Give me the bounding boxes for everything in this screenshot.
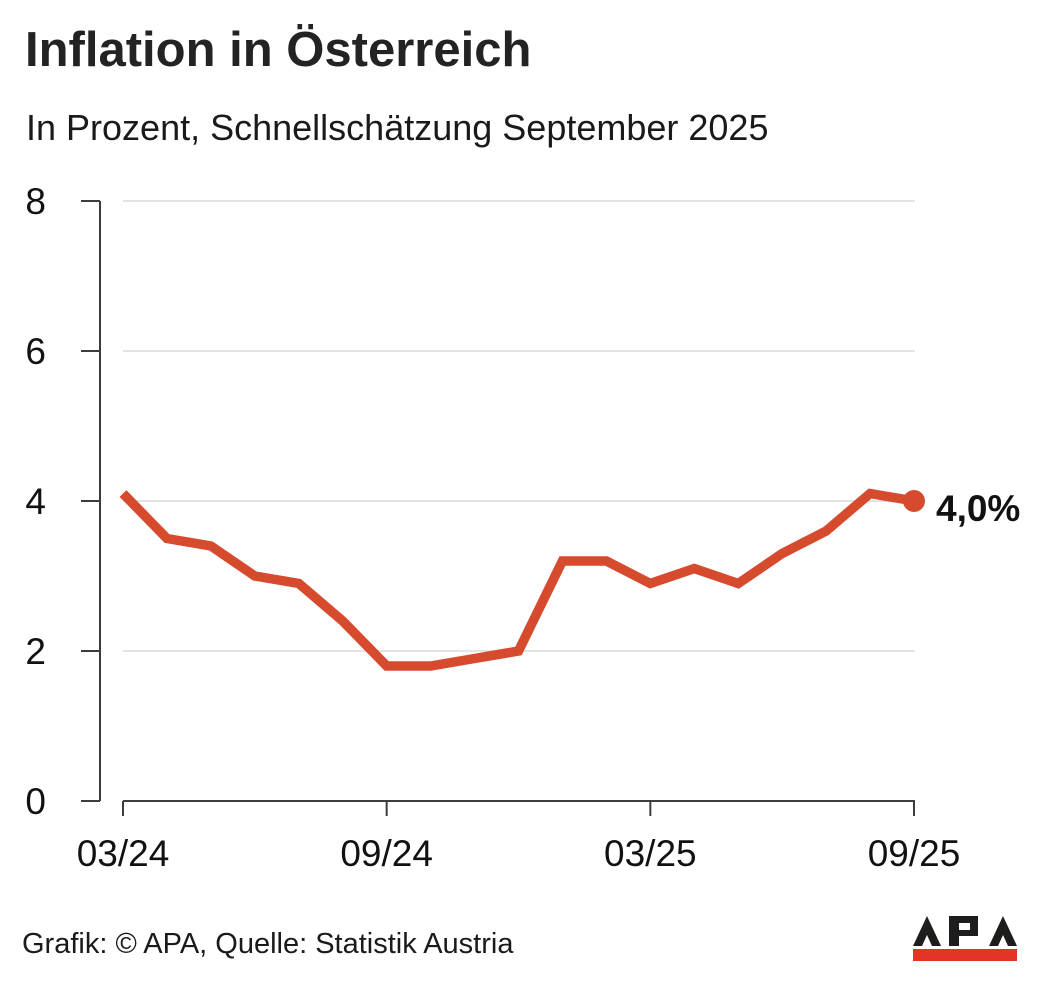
apa-logo-red-bar bbox=[913, 949, 1017, 961]
x-tick-label: 09/24 bbox=[340, 833, 433, 874]
y-tick-label: 0 bbox=[25, 781, 46, 822]
latest-value-label: 4,0% bbox=[936, 488, 1021, 529]
apa-logo-letters bbox=[913, 916, 1017, 946]
chart-subtitle: In Prozent, Schnellschätzung September 2… bbox=[26, 107, 769, 148]
x-tick-label: 09/25 bbox=[868, 833, 961, 874]
y-tick-label: 4 bbox=[25, 481, 46, 522]
y-tick-label: 8 bbox=[25, 181, 46, 222]
y-tick-label: 6 bbox=[25, 331, 46, 372]
chart-title: Inflation in Österreich bbox=[25, 23, 532, 77]
x-tick-label: 03/24 bbox=[77, 833, 170, 874]
y-tick-label: 2 bbox=[25, 631, 46, 672]
inflation-line bbox=[119, 488, 915, 671]
x-tick-label: 03/25 bbox=[604, 833, 697, 874]
last-point-dot bbox=[903, 490, 925, 512]
apa-logo bbox=[912, 916, 1018, 962]
credit-line: Grafik: © APA, Quelle: Statistik Austria bbox=[22, 928, 514, 960]
